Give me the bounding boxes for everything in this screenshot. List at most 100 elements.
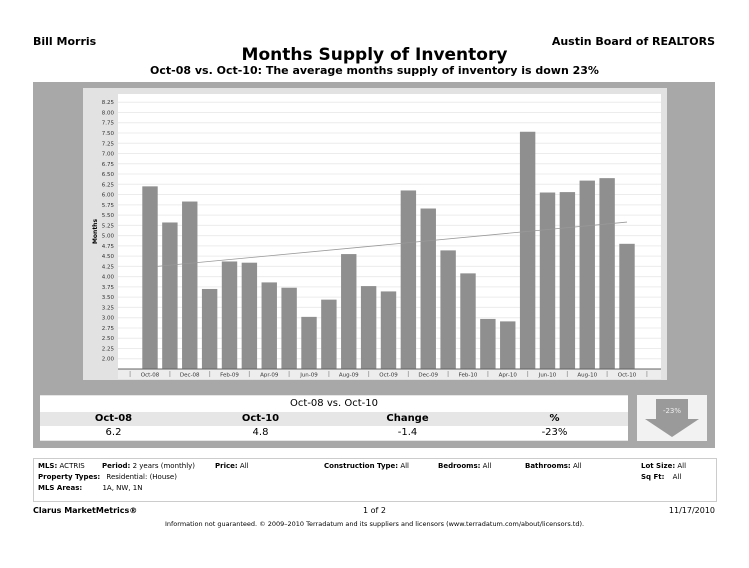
bar — [201, 288, 218, 369]
change-indicator: -23% — [637, 395, 707, 441]
y-tick-label: 7.75 — [102, 121, 115, 127]
x-tick-label: Dec-09 — [418, 373, 438, 379]
disclaimer: Information not guaranteed. © 2009–2010 … — [164, 520, 585, 528]
property-types-label: Property Types: — [38, 473, 101, 481]
mls-value: ACTRIS — [59, 462, 85, 470]
y-tick-label: 6.25 — [102, 182, 115, 188]
bar — [460, 273, 476, 369]
y-tick-label: 7.00 — [102, 152, 115, 158]
bar-chart: 2.00 2.25 2.50 2.75 3.00 3.25 3.50 3.75 4.00 4.25… — [92, 94, 661, 379]
mls-areas-label: MLS Areas: — [38, 484, 83, 492]
summary-value: 4.8 — [252, 427, 269, 438]
y-tick-label: 4.25 — [102, 264, 115, 270]
summary-header: % — [549, 413, 560, 424]
bathrooms-value: All — [572, 462, 582, 470]
x-tick-label: Oct-09 — [379, 373, 398, 379]
report-subtitle: Oct-08 vs. Oct-10: The average months su… — [150, 64, 599, 77]
bar — [221, 261, 238, 369]
sqft-value: All — [672, 473, 682, 481]
bathrooms-label: Bathrooms: — [525, 462, 571, 470]
bar — [321, 299, 337, 369]
y-tick-label: 2.50 — [102, 336, 115, 342]
x-tick-label: Jun-09 — [299, 373, 318, 379]
bar — [519, 131, 536, 369]
y-tick-label: 6.00 — [102, 193, 115, 199]
x-tick-label: Feb-09 — [220, 373, 239, 379]
bar — [500, 321, 516, 369]
x-tick-label: Oct-08 — [141, 373, 160, 379]
bar — [162, 222, 178, 369]
summary-value: -1.4 — [397, 427, 418, 438]
x-axis-band — [118, 370, 661, 379]
bar — [241, 262, 258, 369]
bar — [360, 286, 377, 369]
y-tick-label: 5.50 — [102, 213, 115, 219]
bar — [182, 201, 198, 369]
trend-line — [156, 221, 628, 267]
price-value: All — [239, 462, 249, 470]
y-tick-label: 4.00 — [102, 275, 115, 281]
y-tick-label: 3.75 — [102, 285, 115, 291]
sqft-label: Sq Ft: — [641, 473, 665, 481]
y-tick-label: 5.00 — [102, 234, 115, 240]
report-title: Months Supply of Inventory — [241, 45, 508, 65]
period-value: 2 years (monthly) — [132, 462, 196, 470]
bedrooms-label: Bedrooms: — [438, 462, 481, 470]
bar — [539, 192, 556, 369]
bedrooms-value: All — [482, 462, 492, 470]
y-tick-label: 3.00 — [102, 316, 115, 322]
y-axis-label: Months — [92, 219, 99, 245]
y-tick-label: 5.25 — [102, 223, 115, 229]
bar — [281, 287, 297, 369]
bar — [400, 190, 417, 369]
bar — [301, 316, 317, 369]
y-tick-label: 2.25 — [102, 346, 115, 352]
y-tick-label: 2.75 — [102, 326, 115, 332]
x-tick-label: Aug-09 — [339, 373, 359, 379]
period-label: Period: — [102, 462, 131, 470]
bar — [440, 250, 456, 369]
agent-name: Bill Morris — [33, 35, 97, 48]
mls-areas-value: 1A, NW, 1N — [102, 484, 143, 492]
y-tick-label: 7.25 — [102, 141, 115, 147]
y-tick-label: 3.25 — [102, 305, 115, 311]
x-tick-label: Apr-09 — [260, 373, 279, 379]
x-tick-label: Aug-10 — [577, 373, 597, 379]
bar — [142, 186, 158, 369]
mls-label: MLS: — [38, 462, 58, 470]
x-tick-label: Oct-10 — [618, 373, 637, 379]
report-date: 11/17/2010 — [668, 506, 715, 515]
bar — [559, 192, 576, 369]
summary-header: Change — [386, 413, 429, 424]
down-arrow-icon — [645, 399, 699, 437]
bar — [480, 318, 496, 369]
x-tick-label: Feb-10 — [459, 373, 478, 379]
summary-table: Oct-08 vs. Oct-10 Oct-08 Oct-10 Change %… — [40, 395, 628, 441]
bar — [619, 243, 635, 369]
arrow-label: -23% — [662, 407, 682, 415]
y-tick-label: 5.75 — [102, 203, 115, 209]
y-tick-label: 8.25 — [102, 100, 115, 106]
x-tick-label: Jun-10 — [538, 373, 557, 379]
lot-label: Lot Size: — [641, 462, 676, 470]
summary-value: -23% — [541, 427, 568, 438]
construction-value: All — [400, 462, 409, 470]
bar — [341, 254, 357, 369]
page-number: 1 of 2 — [363, 506, 386, 515]
lot-value: All — [677, 462, 687, 470]
y-tick-label: 6.50 — [102, 172, 115, 178]
bar — [599, 178, 615, 369]
summary-header: Oct-08 — [94, 413, 133, 424]
y-tick-label: 8.00 — [102, 110, 115, 116]
y-tick-label: 6.75 — [102, 162, 115, 168]
bar — [380, 291, 397, 369]
y-tick-label: 2.00 — [102, 357, 115, 363]
bar — [420, 208, 436, 369]
board-name: Austin Board of REALTORS — [551, 35, 715, 48]
x-tick-label: Apr-10 — [499, 373, 518, 379]
summary-title: Oct-08 vs. Oct-10 — [290, 398, 378, 409]
summary-value: 6.2 — [105, 427, 122, 438]
construction-label: Construction Type: — [324, 462, 399, 470]
property-types-value: Residential: (House) — [106, 473, 177, 481]
